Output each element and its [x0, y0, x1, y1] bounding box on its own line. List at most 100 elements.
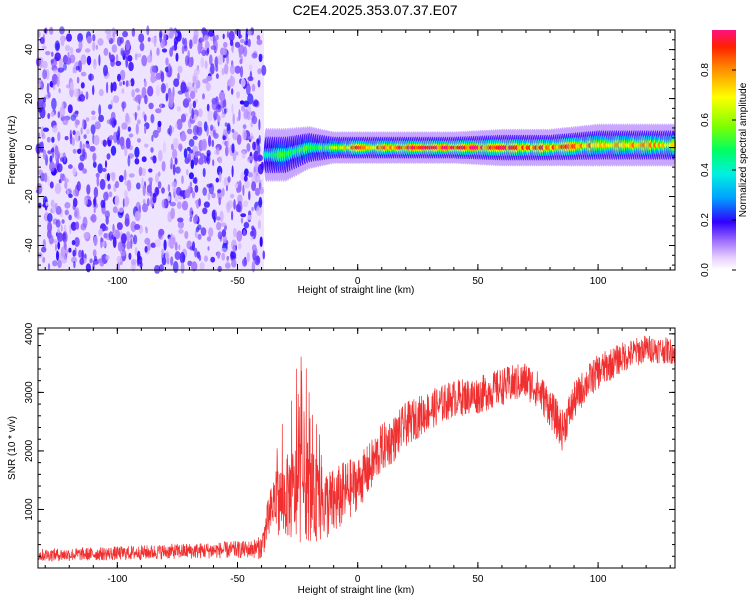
- noise-speckle: [188, 172, 194, 180]
- noise-speckle: [51, 97, 57, 110]
- noise-speckle: [224, 122, 228, 127]
- noise-speckle: [200, 227, 207, 236]
- noise-speckle: [246, 252, 250, 263]
- noise-speckle: [231, 210, 234, 221]
- noise-speckle: [144, 94, 148, 105]
- noise-speckle: [211, 192, 216, 199]
- noise-speckle: [177, 72, 180, 81]
- snr-ytick-label: 1000: [24, 498, 35, 521]
- noise-speckle: [93, 255, 98, 262]
- noise-speckle: [187, 260, 193, 267]
- noise-speckle: [55, 42, 60, 51]
- noise-speckle: [54, 202, 58, 210]
- noise-speckle: [98, 228, 103, 235]
- colorbar: 0.0 0.2 0.4 0.6 0.8 Normalized spectral ampl…: [700, 30, 749, 277]
- noise-speckle: [57, 241, 61, 250]
- noise-speckle: [217, 113, 220, 122]
- noise-speckle: [90, 124, 96, 135]
- noise-speckle: [219, 210, 224, 223]
- noise-speckle: [243, 109, 249, 119]
- noise-speckle: [193, 75, 197, 85]
- noise-speckle: [44, 172, 48, 183]
- noise-speckle: [166, 257, 170, 265]
- noise-speckle: [63, 242, 67, 251]
- noise-speckle: [78, 94, 86, 102]
- noise-speckle: [161, 248, 165, 256]
- noise-speckle: [134, 111, 137, 121]
- noise-speckle: [176, 118, 183, 130]
- noise-speckle: [86, 55, 92, 66]
- noise-speckle: [150, 242, 156, 248]
- noise-speckle: [141, 55, 148, 67]
- noise-speckle: [154, 264, 161, 274]
- noise-speckle: [191, 108, 194, 120]
- noise-speckle: [203, 121, 208, 132]
- noise-speckle: [59, 157, 65, 162]
- noise-speckle: [222, 135, 227, 141]
- noise-speckle: [63, 63, 67, 71]
- spectrogram-xtick-label: 50: [472, 276, 484, 287]
- noise-speckle: [40, 141, 44, 153]
- noise-speckle: [60, 35, 65, 47]
- noise-speckle: [93, 186, 99, 198]
- noise-speckle: [101, 168, 107, 172]
- noise-speckle: [206, 236, 212, 242]
- noise-speckle: [72, 148, 77, 154]
- noise-speckle: [242, 229, 246, 237]
- noise-speckle: [240, 217, 244, 224]
- noise-speckle: [217, 189, 222, 194]
- noise-speckle: [68, 164, 73, 169]
- noise-speckle: [93, 207, 96, 214]
- noise-speckle: [180, 132, 187, 142]
- noise-speckle: [148, 177, 153, 183]
- noise-speckle: [68, 247, 72, 253]
- noise-speckle: [39, 36, 45, 45]
- noise-speckle: [57, 67, 65, 73]
- noise-speckle: [91, 110, 96, 116]
- snr-xtick-label: 100: [590, 574, 607, 585]
- noise-speckle: [75, 48, 81, 53]
- noise-speckle: [92, 249, 97, 257]
- noise-speckle: [207, 192, 211, 201]
- noise-speckle: [57, 259, 62, 269]
- noise-speckle: [197, 42, 202, 54]
- noise-speckle: [244, 168, 249, 177]
- noise-speckle: [225, 146, 229, 157]
- noise-speckle: [66, 189, 69, 196]
- noise-speckle: [187, 128, 193, 135]
- noise-speckle: [243, 221, 250, 229]
- noise-speckle: [251, 260, 256, 273]
- noise-speckle: [186, 169, 189, 176]
- noise-speckle: [244, 180, 250, 189]
- noise-speckle: [130, 258, 137, 266]
- noise-speckle: [172, 148, 178, 160]
- noise-speckle: [161, 187, 165, 194]
- noise-speckle: [66, 33, 72, 42]
- noise-speckle: [150, 147, 154, 153]
- noise-speckle: [258, 119, 261, 131]
- noise-speckle: [211, 209, 217, 220]
- noise-speckle: [241, 150, 246, 159]
- noise-speckle: [258, 134, 261, 145]
- noise-speckle: [217, 231, 223, 240]
- noise-speckle: [72, 197, 78, 208]
- noise-speckle: [215, 34, 219, 41]
- noise-speckle: [86, 128, 90, 135]
- noise-speckle: [168, 92, 175, 105]
- noise-speckle: [226, 31, 229, 38]
- noise-speckle: [230, 251, 237, 259]
- noise-speckle: [72, 188, 79, 197]
- noise-speckle: [98, 54, 101, 66]
- noise-speckle: [105, 255, 110, 261]
- noise-speckle: [246, 143, 251, 152]
- spectrogram-xtick-label: 0: [355, 276, 361, 287]
- noise-speckle: [103, 64, 108, 77]
- noise-speckle: [131, 89, 136, 98]
- noise-speckle: [103, 233, 108, 239]
- noise-speckle: [231, 259, 237, 268]
- spectrogram-ytick-label: 40: [24, 44, 35, 56]
- spectrogram-noise-region: [35, 25, 267, 274]
- noise-speckle: [252, 250, 256, 261]
- noise-speckle: [165, 92, 169, 102]
- noise-speckle: [170, 207, 175, 220]
